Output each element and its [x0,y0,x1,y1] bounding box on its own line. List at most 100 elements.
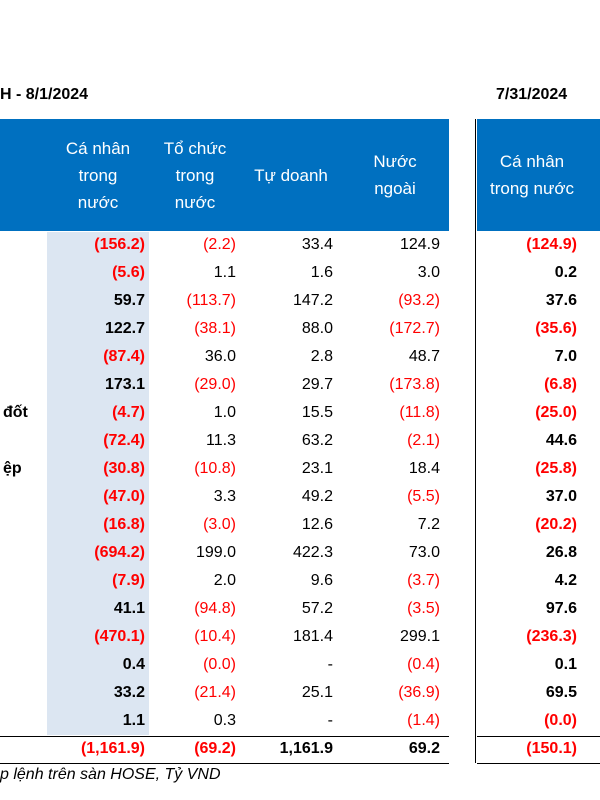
divider [475,119,476,763]
cell-ca-nhan: 173.1 [104,376,145,393]
cell-tu-doanh: 12.6 [301,516,333,533]
cell-tu-doanh: 181.4 [292,628,333,645]
cell-nuoc-ngoai: (172.7) [389,320,440,337]
cell-to-chuc: 1.1 [213,264,236,281]
cell-to-chuc: 3.3 [213,488,236,505]
cell-ca-nhan: (4.7) [112,404,145,421]
table-row: (7.9) 2.0 9.6 (3.7) 4.2 [0,568,600,596]
cell-ca-nhan-prev: 7.0 [554,348,577,365]
cell-tu-doanh: 23.1 [301,460,333,477]
total-line-right [477,736,600,737]
cell-nuoc-ngoai: (0.4) [407,656,440,673]
cell-ca-nhan-prev: 37.0 [545,488,577,505]
cell-tu-doanh: 33.4 [301,236,333,253]
cell-to-chuc: (3.0) [203,516,236,533]
row-label: ệp [3,460,22,477]
cell-to-chuc: (29.0) [194,376,236,393]
cell-to-chuc: (113.7) [186,292,236,309]
total-to-chuc: (69.2) [194,740,236,757]
cell-nuoc-ngoai: 124.9 [399,236,440,253]
cell-tu-doanh: 29.7 [301,376,333,393]
table-row: (470.1) (10.4) 181.4 299.1 (236.3) [0,624,600,652]
cell-tu-doanh: - [327,656,333,673]
header-tu-doanh: Tự doanh [254,165,328,185]
total-ca-nhan: (1,161.9) [80,740,145,757]
cell-to-chuc: (2.2) [203,236,236,253]
header-ca-nhan-trong-nuoc-prev: Cá nhân trong nước [490,152,574,198]
cell-nuoc-ngoai: (36.9) [398,684,440,701]
cell-tu-doanh: - [327,712,333,729]
cell-nuoc-ngoai: (3.7) [407,572,440,589]
cell-ca-nhan-prev: (25.8) [535,460,577,477]
cell-ca-nhan: (16.8) [103,516,145,533]
bottom-line-left [0,763,449,764]
cell-ca-nhan: (7.9) [112,572,145,589]
cell-nuoc-ngoai: 48.7 [408,348,440,365]
cell-ca-nhan: 1.1 [122,712,145,729]
cell-nuoc-ngoai: 73.0 [408,544,440,561]
cell-ca-nhan: 41.1 [113,600,145,617]
cell-ca-nhan-prev: 4.2 [554,572,577,589]
cell-tu-doanh: 25.1 [301,684,333,701]
cell-tu-doanh: 88.0 [301,320,333,337]
date-title-left: H - 8/1/2024 [0,86,89,103]
cell-nuoc-ngoai: (11.8) [399,404,440,421]
cell-ca-nhan: 59.7 [113,292,145,309]
cell-to-chuc: (38.1) [194,320,236,337]
total-tu-doanh: 1,161.9 [279,740,333,757]
table-row: (156.2) (2.2) 33.4 124.9 (124.9) [0,232,600,260]
cell-ca-nhan-prev: (6.8) [544,376,577,393]
cell-tu-doanh: 9.6 [310,572,333,589]
cell-nuoc-ngoai: 7.2 [417,516,440,533]
total-line-left [0,736,449,737]
cell-tu-doanh: 63.2 [301,432,333,449]
cell-to-chuc: (21.4) [194,684,236,701]
cell-to-chuc: (10.8) [194,460,236,477]
cell-ca-nhan-prev: 0.1 [554,656,577,673]
table-row: 1.1 0.3 - (1.4) (0.0) [0,708,600,736]
cell-ca-nhan: (87.4) [103,348,145,365]
table-row: (47.0) 3.3 49.2 (5.5) 37.0 [0,484,600,512]
cell-tu-doanh: 49.2 [301,488,333,505]
cell-to-chuc: 0.3 [213,712,236,729]
cell-to-chuc: (94.8) [194,600,236,617]
cell-ca-nhan-prev: (0.0) [544,712,577,729]
table-row: 0.4 (0.0) - (0.4) 0.1 [0,652,600,680]
cell-ca-nhan-prev: (35.6) [535,320,577,337]
cell-to-chuc: (10.4) [194,628,236,645]
bottom-line-right [477,763,600,764]
cell-ca-nhan: 122.7 [104,320,145,337]
cell-ca-nhan: (156.2) [94,236,145,253]
cell-to-chuc: 36.0 [204,348,236,365]
cell-to-chuc: 11.3 [206,432,236,449]
cell-ca-nhan: 0.4 [122,656,145,673]
table-row: (87.4) 36.0 2.8 48.7 7.0 [0,344,600,372]
footnote: p lệnh trên sàn HOSE, Tỷ VND [0,766,221,783]
table-row: (72.4) 11.3 63.2 (2.1) 44.6 [0,428,600,456]
total-row: (1,161.9) (69.2) 1,161.9 69.2 (150.1) [0,736,600,764]
cell-ca-nhan-prev: 97.6 [545,600,577,617]
table-row: 122.7 (38.1) 88.0 (172.7) (35.6) [0,316,600,344]
table-row: 59.7 (113.7) 147.2 (93.2) 37.6 [0,288,600,316]
cell-nuoc-ngoai: 299.1 [399,628,440,645]
header-ca-nhan-trong-nuoc: Cá nhân trong nước [65,138,131,212]
total-ca-nhan-prev: (150.1) [526,740,577,757]
cell-nuoc-ngoai: (3.5) [407,600,440,617]
table-row: ệp (30.8) (10.8) 23.1 18.4 (25.8) [0,456,600,484]
date-title-right: 7/31/2024 [496,86,568,103]
cell-to-chuc: (0.0) [203,656,236,673]
cell-ca-nhan-prev: 37.6 [545,292,577,309]
cell-tu-doanh: 1.6 [310,264,333,281]
cell-ca-nhan-prev: (25.0) [535,404,577,421]
row-label: đốt [3,404,28,421]
cell-ca-nhan-prev: (20.2) [535,516,577,533]
cell-tu-doanh: 57.2 [301,600,333,617]
cell-nuoc-ngoai: (2.1) [407,432,440,449]
cell-ca-nhan: (694.2) [94,544,145,561]
cell-tu-doanh: 15.5 [301,404,333,421]
cell-to-chuc: 2.0 [213,572,236,589]
header-nuoc-ngoai: Nước ngoài [373,152,417,198]
cell-nuoc-ngoai: 3.0 [417,264,440,281]
highlight-column [47,232,149,735]
table-row: (694.2) 199.0 422.3 73.0 26.8 [0,540,600,568]
